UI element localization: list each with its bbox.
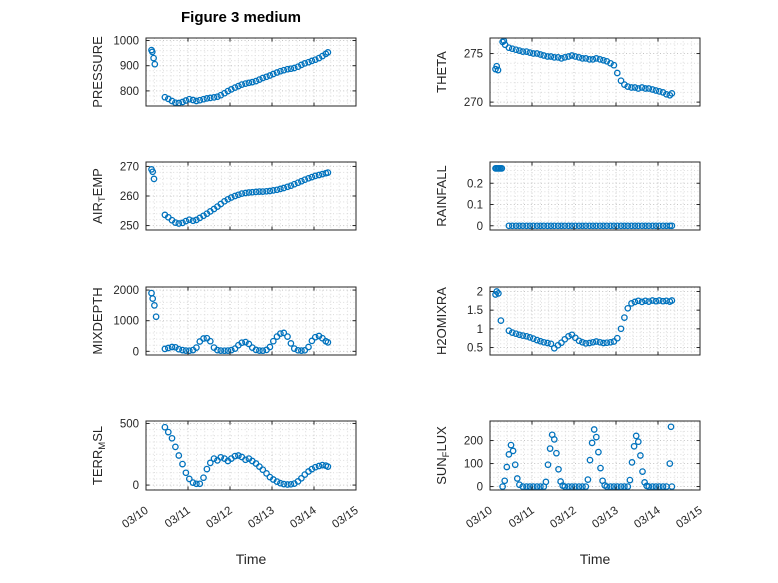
grid-lines	[146, 162, 356, 230]
subplot-THETA: 270 275 THETA	[434, 37, 701, 109]
x-tick-label: 03/11	[507, 505, 537, 531]
x-tick-label: 03/15	[330, 505, 360, 531]
x-tick-label: 03/12	[204, 505, 234, 531]
scatter-points	[161, 423, 332, 488]
x-tick-label: 03/15	[674, 505, 704, 531]
scatter-points	[492, 165, 676, 230]
y-axis-label: H2OMIXRA	[434, 287, 449, 355]
x-tick-label: 03/11	[163, 505, 193, 531]
y-axis-label: MIXDEPTH	[90, 287, 105, 354]
scatter-points	[499, 423, 676, 490]
y-tick-label: 0.2	[467, 178, 483, 190]
axes-box	[145, 37, 357, 107]
y-tick-label: 0.5	[467, 343, 483, 355]
subplot-SUN_FLUX: 0 100 200 03/10 03/11 03/12 03/13 03/14 03/15 SUN…	[434, 420, 705, 531]
y-tick-label: 2000	[113, 285, 139, 297]
y-tick-label: 0	[133, 346, 139, 358]
y-tick-label: 100	[464, 459, 483, 471]
y-tick-label: 0	[133, 480, 139, 492]
y-tick-label: 0	[477, 221, 483, 233]
x-tick-label: 03/10	[464, 505, 494, 531]
axes-box	[489, 161, 701, 231]
scatter-points	[148, 289, 332, 355]
y-axis-label: PRESSURE	[90, 36, 105, 108]
grid-lines	[490, 162, 700, 230]
y-tick-label: 200	[464, 436, 483, 448]
y-tick-label: 270	[120, 161, 139, 173]
x-tick-label: 03/13	[590, 505, 620, 531]
subplot-TERR_MSL: 0 500 03/10 03/11 03/12 03/13 03/14 03/15 TERRMS…	[90, 418, 361, 531]
x-tick-label: 03/12	[548, 505, 578, 531]
y-axis-label: THETA	[434, 51, 449, 93]
y-tick-label: 1000	[113, 36, 139, 48]
y-tick-label: 800	[120, 86, 139, 98]
subplot-PRESSURE: 800 900 1000 PRESSURE	[90, 36, 357, 108]
scatter-points	[148, 46, 332, 107]
x-axis-label-right-column: Time	[579, 551, 611, 567]
x-axis-label-left-column: Time	[235, 551, 267, 567]
x-tick-label: 03/14	[288, 504, 319, 531]
y-tick-label: 500	[120, 418, 139, 430]
subplot-MIXDEPTH: 0 1000 2000 MIXDEPTH	[90, 285, 357, 358]
y-axis-label: TERRMSL	[90, 426, 108, 485]
axes-box	[489, 286, 701, 356]
axes-box	[489, 420, 701, 491]
y-tick-label: 0	[477, 482, 483, 494]
scatter-points	[492, 37, 676, 99]
y-axis-label: AIRTEMP	[90, 168, 108, 224]
subplot-H2OMIXRA: 0.5 1 1.5 2 H2OMIXRA	[434, 286, 701, 356]
y-axis-label: SUNFLUX	[434, 426, 452, 485]
x-tick-label: 03/10	[120, 505, 150, 531]
y-tick-label: 900	[120, 61, 139, 73]
y-axis-label: RAINFALL	[434, 165, 449, 226]
y-tick-label: 1000	[113, 316, 139, 328]
y-tick-label: 260	[120, 191, 139, 203]
axes-box	[145, 420, 357, 491]
axes-box	[489, 37, 701, 107]
y-tick-label: 1	[477, 324, 483, 336]
y-tick-label: 270	[464, 97, 483, 109]
grid-lines	[490, 421, 700, 490]
y-tick-label: 250	[120, 221, 139, 233]
subplot-AIR_TEMP: 250 260 270 AIRTEMP	[90, 161, 357, 233]
y-tick-label: 2	[477, 286, 483, 298]
scatter-points	[148, 166, 332, 227]
y-tick-label: 1.5	[467, 305, 483, 317]
x-tick-label: 03/14	[632, 504, 663, 531]
x-tick-label: 03/13	[246, 505, 276, 531]
y-tick-label: 0.1	[467, 200, 483, 212]
y-tick-label: 275	[464, 49, 483, 61]
scatter-points	[492, 288, 676, 352]
figure-title: Figure 3 medium	[180, 9, 302, 26]
subplot-RAINFALL: 0 0.1 0.2 RAINFALL	[434, 161, 701, 233]
